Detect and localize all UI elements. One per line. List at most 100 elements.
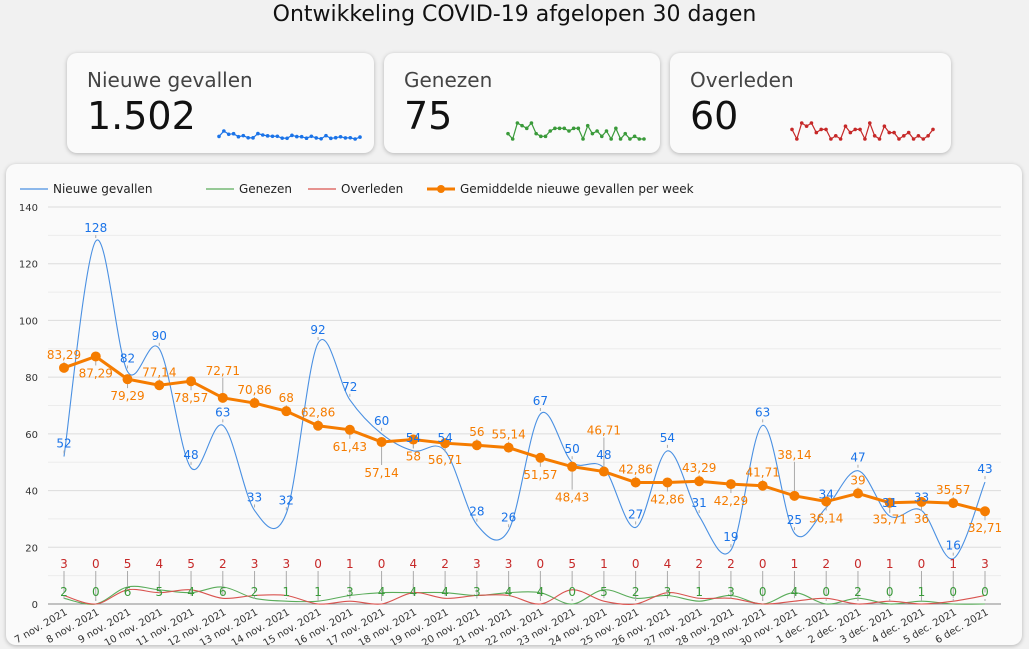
legend-label: Gemiddelde nieuwe gevallen per week [460, 182, 694, 196]
data-label: 2 [822, 557, 830, 571]
data-label: 5 [187, 557, 195, 571]
data-label: 4 [664, 557, 672, 571]
sparkline-point [539, 134, 543, 139]
data-label: 5 [600, 585, 608, 599]
data-label: 1 [600, 557, 608, 571]
data-point [376, 436, 387, 447]
data-label: 56 [469, 425, 484, 439]
sparkline-point [290, 133, 294, 138]
sparkline-point [858, 127, 862, 132]
y-tick-label: 80 [25, 373, 38, 384]
sparkline-point [931, 127, 935, 132]
sparkline-point [848, 130, 853, 135]
sparkline-line [791, 121, 934, 141]
data-label: 58 [406, 450, 421, 464]
series-lines [63, 239, 986, 606]
sparkline-point [628, 137, 632, 141]
data-label: 4 [410, 557, 418, 571]
data-label: 57,14 [364, 466, 398, 480]
data-label: 0 [949, 585, 957, 599]
sparkline-point [562, 126, 567, 131]
data-label: 42,86 [618, 462, 652, 476]
y-tick-label: 60 [25, 430, 38, 441]
data-label: 68 [279, 391, 294, 405]
data-label: 16 [946, 539, 961, 553]
data-label: 60 [374, 414, 389, 428]
data-point [567, 461, 578, 472]
data-point [122, 374, 133, 385]
data-point [789, 490, 800, 501]
data-label: 35,57 [936, 483, 970, 497]
data-label: 70,86 [237, 383, 271, 397]
sparkline-point [877, 137, 882, 141]
data-label: 4 [410, 585, 418, 599]
card-label: Nieuwe gevallen [87, 68, 253, 92]
sparkline-point [614, 126, 618, 131]
sparkline-point [642, 137, 646, 141]
card-value: 60 [690, 94, 739, 138]
data-point [281, 406, 292, 417]
data-label: 1 [282, 585, 290, 599]
sparkline-point [567, 129, 571, 133]
sparkline-point [872, 134, 877, 138]
sparkline-point [790, 127, 794, 132]
sparkline-point [819, 127, 823, 132]
data-point [408, 434, 419, 445]
y-tick-label: 20 [25, 543, 38, 554]
y-tick-label: 120 [19, 260, 38, 271]
data-label: 25 [787, 513, 802, 527]
data-label: 5 [155, 585, 163, 599]
sparkline-point [926, 134, 930, 138]
data-label: 32 [279, 493, 294, 507]
sparkline-point [333, 135, 338, 140]
sparkline-point [843, 124, 848, 128]
sparkline-line [507, 121, 644, 141]
sparkline-point [520, 123, 524, 128]
sparkline-point [799, 121, 804, 125]
data-label: 0 [92, 585, 100, 599]
sparkline-point [604, 129, 609, 133]
data-point [90, 351, 101, 362]
data-point [757, 480, 768, 491]
data-label: 31 [882, 496, 897, 510]
data-label: 2 [632, 585, 640, 599]
sparkline-point [515, 121, 520, 125]
data-label: 36,14 [809, 512, 843, 526]
series-line-2 [63, 588, 986, 606]
sparkline-point [599, 134, 604, 139]
data-point [630, 477, 641, 488]
sparkline-point [270, 134, 275, 139]
data-label: 0 [537, 557, 545, 571]
data-label: 0 [314, 557, 322, 571]
data-label: 3 [664, 585, 672, 599]
data-label: 4 [378, 585, 386, 599]
data-point [471, 440, 482, 451]
card-value: 1.502 [87, 94, 196, 138]
data-label: 2 [854, 585, 862, 599]
data-label: 46,71 [587, 424, 621, 438]
data-label: 36 [914, 512, 929, 526]
sparkline-point [916, 134, 921, 138]
data-label: 79,29 [110, 389, 144, 403]
data-label: 0 [759, 557, 767, 571]
data-point [916, 496, 927, 507]
sparkline-point [921, 137, 926, 141]
sparkline-point [882, 124, 887, 128]
sparkline-point [553, 126, 557, 131]
data-point [503, 442, 514, 453]
card-label: Overleden [690, 68, 794, 92]
data-label: 41,71 [746, 466, 780, 480]
card-deaths: Overleden 60 [670, 53, 951, 153]
sparkline-point [510, 137, 515, 141]
data-label: 48 [596, 448, 611, 462]
sparkline-point [814, 130, 819, 135]
data-label: 51,57 [523, 468, 557, 482]
sparkline-point [524, 126, 529, 131]
sparkline-point [534, 131, 538, 136]
data-label: 2 [695, 557, 703, 571]
data-label: 4 [187, 585, 195, 599]
data-label: 0 [632, 557, 640, 571]
sparkline-point [581, 137, 585, 141]
sparkline-point [576, 126, 581, 131]
